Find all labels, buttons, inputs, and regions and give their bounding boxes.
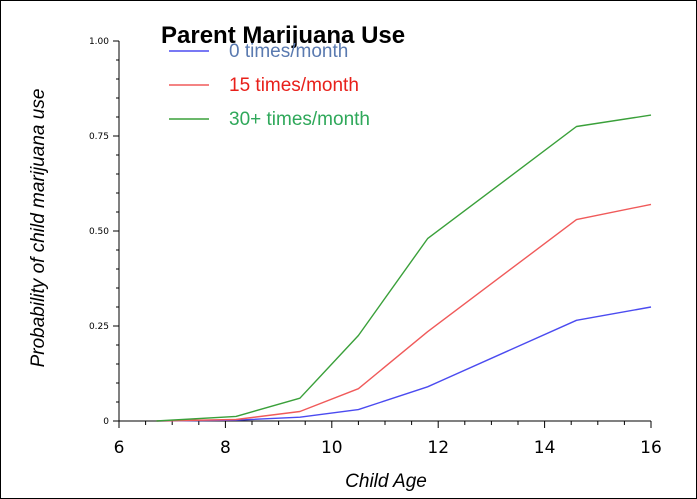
x-tick-label: 12 bbox=[427, 438, 449, 458]
x-tick-label: 16 bbox=[640, 438, 662, 458]
series-lines bbox=[156, 114, 652, 422]
legend: Parent Marijuana Use 0 times/month 15 tim… bbox=[161, 22, 405, 130]
x-axis: 6 8 10 12 14 16 bbox=[114, 420, 662, 458]
x-tick-label: 8 bbox=[220, 438, 231, 458]
y-axis-label: Probability of child marijuana use bbox=[28, 89, 49, 368]
x-tick-label: 14 bbox=[534, 438, 556, 458]
legend-title: Parent Marijuana Use bbox=[161, 22, 405, 49]
legend-label: 15 times/month bbox=[229, 75, 359, 96]
y-tick-label: 0.50 bbox=[89, 227, 109, 237]
x-axis-label: Child Age bbox=[345, 471, 427, 492]
x-tick-label: 10 bbox=[321, 438, 343, 458]
legend-label: 0 times/month bbox=[229, 41, 348, 62]
x-tick-label: 6 bbox=[114, 438, 125, 458]
series-line-2 bbox=[156, 203, 652, 422]
legend-label: 30+ times/month bbox=[229, 109, 370, 130]
y-tick-label: 0.75 bbox=[89, 132, 109, 142]
series-line-1 bbox=[156, 306, 652, 422]
y-tick-label: 0 bbox=[103, 417, 109, 427]
series-line-3 bbox=[156, 114, 652, 422]
y-tick-label: 1.00 bbox=[89, 37, 109, 47]
y-tick-label: 0.25 bbox=[89, 322, 109, 332]
y-axis: 0 0.25 0.50 0.75 1.00 bbox=[89, 37, 120, 427]
